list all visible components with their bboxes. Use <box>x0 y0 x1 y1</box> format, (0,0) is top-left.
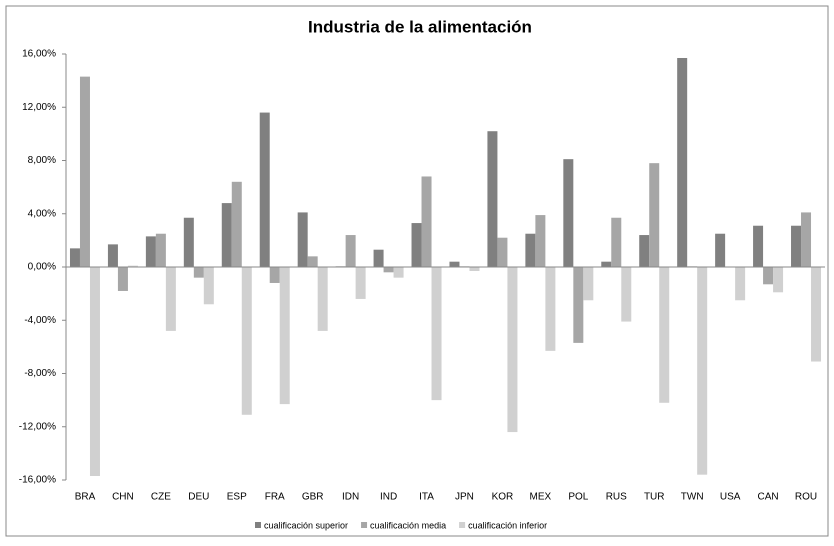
bar <box>155 233 166 267</box>
bar <box>345 235 356 267</box>
bar <box>563 159 574 267</box>
bar <box>507 267 518 433</box>
bar <box>269 267 280 283</box>
y-tick-label: 4,00% <box>28 208 56 219</box>
x-tick-label: FRA <box>265 492 285 503</box>
bar <box>773 267 784 293</box>
chart-title: Industria de la alimentación <box>308 17 532 36</box>
x-tick-label: ITA <box>419 492 434 503</box>
bar <box>221 203 232 267</box>
x-tick-label: KOR <box>492 492 514 503</box>
bar <box>279 267 290 405</box>
bar <box>231 181 242 267</box>
x-tick-label: USA <box>720 492 741 503</box>
y-tick-label: -12,00% <box>19 421 56 432</box>
x-tick-label: GBR <box>302 492 324 503</box>
bar <box>469 267 480 271</box>
x-tick-label: POL <box>568 492 588 503</box>
bar <box>535 215 546 267</box>
bar <box>431 267 442 401</box>
bar <box>373 249 384 267</box>
bar <box>421 176 432 267</box>
y-tick-label: 0,00% <box>28 262 56 273</box>
x-tick-label: RUS <box>606 492 627 503</box>
bar <box>697 267 708 475</box>
bar <box>165 267 176 331</box>
legend-swatch <box>255 522 261 528</box>
x-tick-label: BRA <box>75 492 96 503</box>
legend-swatch <box>459 522 466 528</box>
bar <box>811 267 822 362</box>
bar <box>649 163 660 267</box>
y-tick-label: -16,00% <box>19 475 56 486</box>
bar <box>117 267 128 291</box>
bar <box>801 212 812 267</box>
bar <box>525 233 536 267</box>
legend-label: cualificación inferior <box>468 520 547 530</box>
bar <box>677 57 688 268</box>
bar <box>79 76 90 267</box>
bar <box>307 256 318 267</box>
bar <box>107 244 118 267</box>
bar <box>203 267 214 305</box>
bar <box>573 267 584 343</box>
y-tick-label: -4,00% <box>24 315 56 326</box>
legend-label: cualificación media <box>370 520 446 530</box>
x-tick-label: JPN <box>455 492 474 503</box>
bar <box>639 235 650 267</box>
x-tick-label: CHN <box>112 492 134 503</box>
bar <box>611 217 622 267</box>
x-tick-label: ESP <box>227 492 247 503</box>
x-tick-label: MEX <box>530 492 552 503</box>
bar <box>715 233 726 267</box>
bar <box>791 225 802 267</box>
legend-label: cualificación superior <box>264 520 348 530</box>
bar <box>259 112 270 267</box>
y-tick-label: 8,00% <box>28 155 56 166</box>
y-tick-label: 12,00% <box>22 102 56 113</box>
bar <box>763 267 774 285</box>
bar <box>355 267 366 299</box>
bar <box>383 267 394 273</box>
bar <box>583 267 594 301</box>
x-tick-label: IDN <box>342 492 359 503</box>
x-tick-label: CAN <box>758 492 779 503</box>
x-tick-label: ROU <box>795 492 817 503</box>
bar <box>127 265 138 267</box>
bar <box>241 267 252 415</box>
bar <box>621 267 632 322</box>
bar <box>297 212 308 267</box>
y-tick-label: 16,00% <box>22 49 56 60</box>
bar <box>753 225 764 267</box>
x-tick-label: TUR <box>644 492 665 503</box>
bar <box>193 267 204 278</box>
legend-swatch <box>361 522 368 528</box>
x-tick-label: IND <box>380 492 397 503</box>
bar <box>411 223 422 267</box>
bar <box>735 267 746 301</box>
bar <box>69 248 80 267</box>
x-tick-label: DEU <box>188 492 209 503</box>
bar <box>601 261 612 267</box>
bar <box>497 237 508 267</box>
chart-border <box>5 5 829 537</box>
bar <box>659 267 670 403</box>
bar <box>317 267 328 331</box>
x-tick-label: TWN <box>681 492 704 503</box>
bar <box>89 267 100 477</box>
bar <box>449 261 460 267</box>
y-tick-label: -8,00% <box>24 368 56 379</box>
bar <box>183 217 194 267</box>
bar <box>145 236 156 267</box>
bar <box>545 267 556 351</box>
x-tick-label: CZE <box>151 492 171 503</box>
bar <box>393 267 404 278</box>
bar <box>487 131 498 267</box>
